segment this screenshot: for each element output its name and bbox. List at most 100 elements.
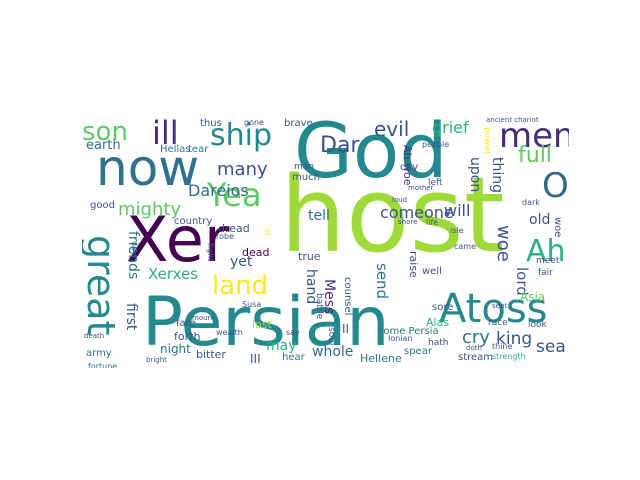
word-day: day [130, 241, 139, 256]
word-dead: dead [242, 246, 270, 259]
word-fortune: fortune [88, 362, 118, 369]
word-isle: isle [450, 226, 464, 235]
word-life: life [426, 218, 439, 227]
word-robe: robe [216, 232, 235, 241]
word-dark: dark [522, 198, 540, 207]
word-home-persia: home Persia [377, 326, 439, 337]
word-death: death [84, 332, 105, 340]
word-hand: hand [303, 269, 319, 305]
word-say: say [286, 328, 300, 337]
word-tell: tell [308, 208, 330, 224]
word-fair: fair [538, 268, 553, 278]
word-ionian: Ionian [388, 334, 413, 343]
word-cry: cry [462, 327, 490, 348]
word-shore: shore [398, 218, 418, 226]
word-good: good [90, 200, 115, 211]
word-xerxes: Xerxes [148, 265, 199, 283]
word-atoss: Atoss [439, 286, 548, 332]
word-forth: forth [174, 330, 201, 343]
word-one: one [424, 203, 454, 222]
word-sea: sea [536, 337, 566, 357]
word-wealth: wealth [216, 328, 243, 337]
word-full: full [518, 143, 552, 168]
word-mourn: mourn [192, 314, 215, 322]
word-iii: III [250, 352, 261, 366]
word-counsel: counsel [342, 277, 353, 316]
word-much: much [292, 172, 320, 183]
word-mighty: mighty [118, 199, 182, 220]
word-send: send [373, 263, 391, 300]
word-land: land [212, 271, 269, 301]
word-ah: Ah [526, 234, 566, 269]
word-may: may [266, 338, 297, 354]
word-ah-woe: Ah woe [401, 145, 414, 186]
word-doth: doth [466, 344, 482, 352]
word-ancient-chariot: ancient chariot [486, 117, 539, 124]
word-u: u [262, 229, 273, 236]
word-power: power [482, 127, 492, 155]
word-o: O [542, 166, 569, 206]
word-stream: stream [458, 352, 494, 363]
word-yea: Yea [207, 176, 262, 214]
word-dar: Dar [320, 133, 360, 158]
word-persian: Persian [142, 283, 390, 362]
word-yet: yet [230, 254, 253, 270]
word-tear: tear [188, 144, 209, 155]
word-hear: hear [282, 352, 305, 363]
word-thing: thing [489, 157, 505, 194]
word-many: many [217, 159, 268, 180]
word-whole: whole [312, 344, 354, 360]
word-king: king [496, 329, 533, 349]
word-thine: thine [492, 342, 513, 351]
word-host: host [280, 154, 505, 276]
word-mess: Mess [321, 279, 337, 315]
word-god: God [294, 117, 448, 195]
word-come: come [380, 203, 425, 222]
word-xer: Xer [126, 203, 230, 276]
word-battle: battle [314, 293, 324, 320]
word-meet: meet [536, 256, 560, 266]
word-fight: fight [206, 243, 215, 262]
word-came: came [454, 242, 477, 251]
word-hath: hath [428, 338, 449, 348]
word-bitter: bitter [196, 348, 226, 361]
word-cloud: God host Persian Xer now Atoss great men… [82, 117, 569, 368]
word-bright: bright [146, 356, 167, 364]
word-ii: II [342, 322, 350, 336]
word-great: great [82, 235, 123, 336]
word-mother: mother [408, 184, 434, 192]
word-night: night [160, 342, 191, 356]
word-raise: raise [407, 251, 420, 278]
word-hellene: Hellene [360, 352, 402, 365]
word-earth: earth [86, 138, 121, 153]
word-strength: strength [492, 352, 526, 361]
word-ship: ship [210, 118, 273, 153]
word-left: left [428, 178, 443, 188]
word-man: man [294, 162, 314, 172]
word-thus: thus [200, 118, 222, 129]
word-brave: brave [284, 118, 313, 129]
word-sent: sent [492, 302, 508, 310]
word-true: true [298, 250, 321, 263]
word-spear: spear [404, 346, 432, 357]
word-first: first [123, 303, 139, 331]
word-woe: woe [493, 225, 514, 262]
word-friends: friends [125, 231, 141, 280]
word-old: old [529, 212, 551, 228]
word-soul: soul [326, 327, 336, 346]
word-hellas: Hellas [160, 144, 191, 155]
word-lord: lord [513, 267, 531, 296]
word-now: now [96, 139, 200, 197]
word-look: look [528, 320, 547, 330]
word-well: well [422, 266, 442, 277]
word-loud: loud [392, 196, 408, 204]
word-people: people [422, 140, 450, 149]
word-grief: grief [432, 118, 469, 137]
word-dread: dread [218, 222, 250, 235]
word-race: race [488, 318, 508, 328]
word-fate: fate [176, 318, 196, 329]
word-city: city [400, 162, 419, 173]
word-asia: Asia [520, 290, 546, 304]
word-son: son [82, 117, 128, 147]
word-will: will [444, 201, 471, 220]
